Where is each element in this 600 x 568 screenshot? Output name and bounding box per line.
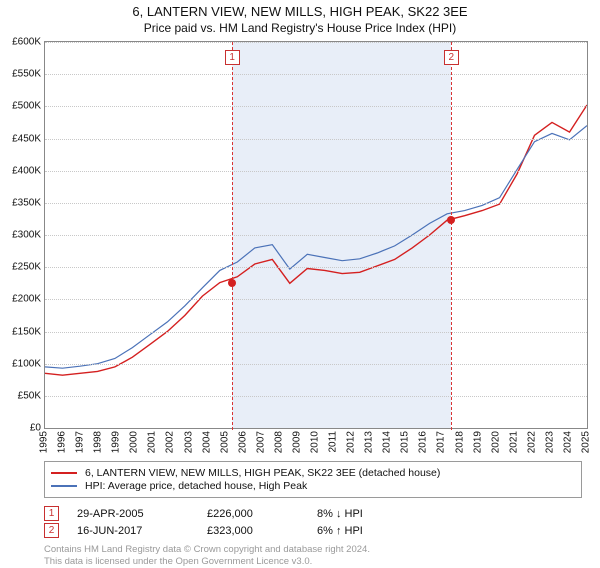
transaction-marker: 1 xyxy=(44,506,59,521)
x-axis-label: 1995 xyxy=(39,431,50,453)
sale-marker-label: 1 xyxy=(225,50,240,65)
x-axis-label: 2000 xyxy=(129,431,140,453)
transaction-list: 1 29-APR-2005 £226,000 8% ↓ HPI 2 16-JUN… xyxy=(44,506,582,538)
x-axis-label: 2021 xyxy=(508,431,519,453)
x-axis-label: 2019 xyxy=(472,431,483,453)
y-axis-label: £250K xyxy=(1,262,41,273)
x-axis-label: 2012 xyxy=(346,431,357,453)
footer-line: Contains HM Land Registry data © Crown c… xyxy=(44,544,582,556)
x-axis-ticks: 1995199619971998199920002001200220032004… xyxy=(44,429,588,457)
transaction-diff: 6% ↑ HPI xyxy=(317,525,363,537)
x-axis-label: 2008 xyxy=(273,431,284,453)
sale-marker-line: 2 xyxy=(451,42,452,430)
y-axis-label: £450K xyxy=(1,133,41,144)
chart-plot-area: £0£50K£100K£150K£200K£250K£300K£350K£400… xyxy=(44,41,588,429)
legend-swatch xyxy=(51,472,77,474)
attribution-footer: Contains HM Land Registry data © Crown c… xyxy=(44,544,582,568)
series-line-property xyxy=(45,105,587,375)
transaction-row: 1 29-APR-2005 £226,000 8% ↓ HPI xyxy=(44,506,582,521)
chart-title: 6, LANTERN VIEW, NEW MILLS, HIGH PEAK, S… xyxy=(0,4,600,19)
y-axis-label: £200K xyxy=(1,294,41,305)
price-chart-card: 6, LANTERN VIEW, NEW MILLS, HIGH PEAK, S… xyxy=(0,0,600,568)
legend-item: 6, LANTERN VIEW, NEW MILLS, HIGH PEAK, S… xyxy=(51,467,575,479)
x-axis-label: 2001 xyxy=(147,431,158,453)
x-axis-label: 2007 xyxy=(255,431,266,453)
x-axis-label: 2025 xyxy=(581,431,592,453)
x-axis-label: 1997 xyxy=(75,431,86,453)
x-axis-label: 1996 xyxy=(57,431,68,453)
y-axis-label: £350K xyxy=(1,197,41,208)
x-axis-label: 2024 xyxy=(562,431,573,453)
legend-label: 6, LANTERN VIEW, NEW MILLS, HIGH PEAK, S… xyxy=(85,467,440,479)
y-axis-label: £500K xyxy=(1,101,41,112)
legend-swatch xyxy=(51,485,77,487)
sale-marker-point xyxy=(228,279,236,287)
x-axis-label: 2013 xyxy=(364,431,375,453)
transaction-diff: 8% ↓ HPI xyxy=(317,508,363,520)
transaction-price: £226,000 xyxy=(207,508,317,520)
x-axis-label: 2005 xyxy=(219,431,230,453)
x-axis-label: 1999 xyxy=(111,431,122,453)
transaction-marker: 2 xyxy=(44,523,59,538)
x-axis-label: 2015 xyxy=(400,431,411,453)
x-axis-label: 2023 xyxy=(544,431,555,453)
y-axis-label: £300K xyxy=(1,230,41,241)
footer-line: This data is licensed under the Open Gov… xyxy=(44,556,582,568)
y-axis-label: £550K xyxy=(1,69,41,80)
x-axis-label: 2011 xyxy=(328,431,339,453)
x-axis-label: 1998 xyxy=(93,431,104,453)
transaction-date: 29-APR-2005 xyxy=(77,508,207,520)
y-axis-label: £150K xyxy=(1,326,41,337)
titles: 6, LANTERN VIEW, NEW MILLS, HIGH PEAK, S… xyxy=(0,0,600,35)
x-axis-label: 2003 xyxy=(183,431,194,453)
y-axis-label: £0 xyxy=(1,423,41,434)
x-axis-label: 2020 xyxy=(490,431,501,453)
sale-marker-label: 2 xyxy=(444,50,459,65)
transaction-row: 2 16-JUN-2017 £323,000 6% ↑ HPI xyxy=(44,523,582,538)
sale-marker-line: 1 xyxy=(232,42,233,430)
legend-label: HPI: Average price, detached house, High… xyxy=(85,480,307,492)
y-axis-label: £50K xyxy=(1,390,41,401)
legend-item: HPI: Average price, detached house, High… xyxy=(51,480,575,492)
x-axis-label: 2004 xyxy=(201,431,212,453)
x-axis-label: 2014 xyxy=(382,431,393,453)
chart-legend: 6, LANTERN VIEW, NEW MILLS, HIGH PEAK, S… xyxy=(44,461,582,498)
y-axis-label: £100K xyxy=(1,358,41,369)
sale-marker-point xyxy=(447,216,455,224)
x-axis-label: 2017 xyxy=(436,431,447,453)
chart-subtitle: Price paid vs. HM Land Registry's House … xyxy=(0,21,600,35)
y-axis-label: £400K xyxy=(1,165,41,176)
transaction-date: 16-JUN-2017 xyxy=(77,525,207,537)
y-axis-label: £600K xyxy=(1,37,41,48)
x-axis-label: 2010 xyxy=(310,431,321,453)
x-axis-label: 2009 xyxy=(291,431,302,453)
x-axis-label: 2016 xyxy=(418,431,429,453)
transaction-price: £323,000 xyxy=(207,525,317,537)
x-axis-label: 2018 xyxy=(454,431,465,453)
x-axis-label: 2022 xyxy=(526,431,537,453)
x-axis-label: 2006 xyxy=(237,431,248,453)
x-axis-label: 2002 xyxy=(165,431,176,453)
